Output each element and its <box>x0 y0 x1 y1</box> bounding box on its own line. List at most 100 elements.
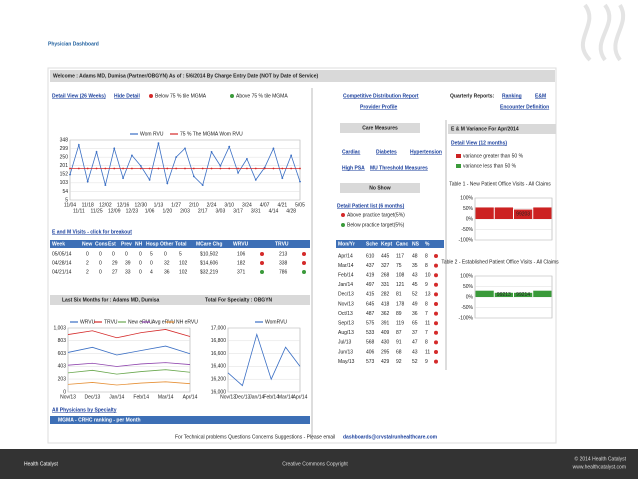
point <box>192 175 195 178</box>
x-tick-label: Apr/14 <box>293 394 308 400</box>
x-tick-label: 1/13 <box>154 202 164 208</box>
column-header: Est <box>108 241 116 247</box>
x-tick-label: 4/21 <box>277 202 287 208</box>
cell: 102 <box>179 260 188 266</box>
point <box>281 177 284 180</box>
x-tick-label: 1/20 <box>162 208 172 214</box>
y-tick-label: 100% <box>460 273 473 279</box>
cell: 573 <box>366 359 375 365</box>
x-tick-label: Jan/14 <box>249 394 264 400</box>
x-tick-label: 4/14 <box>269 208 279 214</box>
status-dot <box>434 282 438 287</box>
status-dot <box>341 213 345 217</box>
label: Provider Profile <box>360 104 397 110</box>
cell: 362 <box>381 311 390 317</box>
y-tick-label: 152 <box>60 172 69 178</box>
bar <box>514 209 533 219</box>
point <box>272 147 275 150</box>
label: Diabetes <box>376 149 397 155</box>
cell: 418 <box>381 301 390 307</box>
cell: 295 <box>381 349 390 355</box>
cell: 8 <box>425 340 428 346</box>
cell: $14,606 <box>200 260 218 266</box>
cell: 533 <box>366 330 375 336</box>
cell: 0 <box>139 260 142 266</box>
legend-swatch <box>456 164 461 168</box>
cell: 11 <box>425 321 430 327</box>
label: High PSA <box>342 165 365 171</box>
point <box>122 167 124 170</box>
y-tick-label: 50% <box>463 284 474 290</box>
label: Detail View (26 Weeks) <box>52 93 106 99</box>
cell: 268 <box>381 273 390 279</box>
column-header: Week <box>52 241 65 247</box>
x-tick-label: 4/28 <box>286 208 296 214</box>
label: Above practice target(5%) <box>347 212 405 218</box>
point <box>210 167 213 170</box>
cell: 48 <box>412 253 418 259</box>
cell: 8 <box>425 301 428 307</box>
column-header: Hosp <box>146 241 159 247</box>
x-tick-label: 3/17 <box>233 208 243 214</box>
x-tick-label: 12/16 <box>117 202 130 208</box>
cell: 409 <box>381 330 390 336</box>
cell: 35 <box>412 263 418 269</box>
cell: 0 <box>86 251 89 257</box>
status-dot <box>302 270 306 274</box>
column-header: NS <box>412 241 420 247</box>
cell: 0 <box>125 251 128 257</box>
brand: Health Catalyst <box>24 461 59 467</box>
y-tick-label: -50% <box>461 305 473 311</box>
x-tick-label: 3/31 <box>251 208 261 214</box>
cell: $32,219 <box>200 269 218 275</box>
cell: 27 <box>112 269 118 275</box>
status-dot <box>434 254 438 258</box>
status-dot <box>302 261 306 265</box>
status-dot <box>434 321 438 326</box>
label: No Show <box>369 185 390 191</box>
cell: Mar/14 <box>338 263 354 269</box>
y-tick-label: -100% <box>459 237 474 243</box>
variance-header <box>448 124 556 134</box>
cell: Dec/13 <box>338 292 354 298</box>
noshow-table-header <box>336 240 444 248</box>
label: Detail Patient list (6 months) <box>337 203 405 209</box>
cell: 0 <box>150 260 153 266</box>
status-dot <box>260 261 264 265</box>
cell: 121 <box>396 282 405 288</box>
cell: 91 <box>396 340 402 346</box>
column-header: Sche <box>366 241 378 247</box>
label: © 2014 Health Catalyst <box>575 455 627 462</box>
y-tick-label: 803 <box>58 338 67 344</box>
cell: 92 <box>396 359 402 365</box>
cell: 7 <box>425 330 428 336</box>
point <box>157 167 160 170</box>
care-header <box>340 123 420 133</box>
column-header: Mon/Yr <box>338 241 355 247</box>
y-tick-label: 203 <box>58 376 67 382</box>
x-tick-label: 12/30 <box>135 202 148 208</box>
cell: 497 <box>366 282 375 288</box>
cell: 406 <box>366 349 375 355</box>
y-tick-label: 603 <box>58 351 67 357</box>
x-tick-label: 11/11 <box>73 208 85 214</box>
cell: 0 <box>112 251 115 257</box>
page-title: Physician Dashboard <box>48 41 99 47</box>
cell: 04/21/14 <box>52 269 72 275</box>
y-tick-label: 5 <box>65 197 68 203</box>
cell: 419 <box>366 273 375 279</box>
x-tick-label: 11/25 <box>90 208 102 214</box>
x-tick-label: 5/05 <box>295 202 305 208</box>
point <box>228 167 231 170</box>
label: Below 75 % tile MGMA <box>155 93 207 99</box>
legend-label: NH eRVU <box>176 319 198 325</box>
y-tick-label: 0% <box>466 216 474 222</box>
cell: 05/05/14 <box>52 251 72 257</box>
cell: 0 <box>99 260 102 266</box>
cell: 0 <box>139 269 142 275</box>
series-line <box>67 369 191 375</box>
cell: 282 <box>381 292 390 298</box>
cell: 182 <box>237 260 246 266</box>
label: E and M Visits - click for breakout <box>52 229 132 235</box>
x-tick-label: Feb/14 <box>133 394 149 400</box>
